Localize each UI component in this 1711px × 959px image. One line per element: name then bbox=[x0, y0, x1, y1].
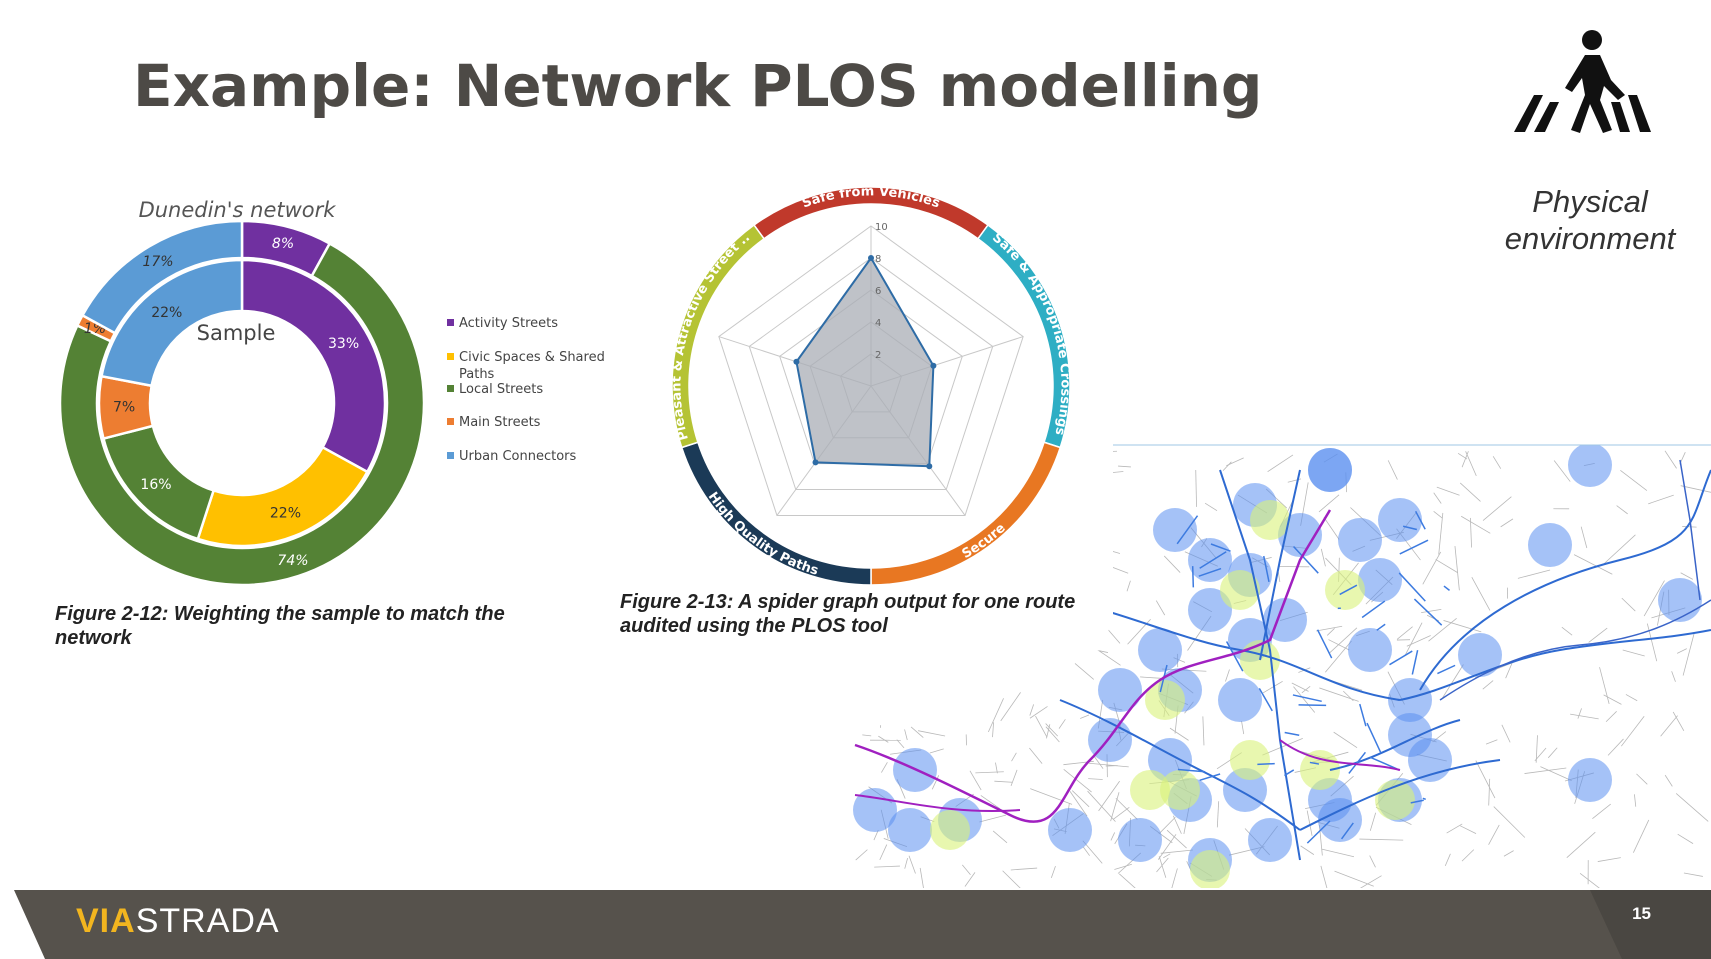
viastrada-logo: VIASTRADA bbox=[76, 902, 280, 940]
legend-item-0: Activity Streets bbox=[459, 316, 558, 331]
donut-center-label: Sample bbox=[197, 321, 276, 345]
legend-swatch-1 bbox=[447, 353, 454, 360]
legend-swatch-4 bbox=[447, 452, 454, 459]
donut-outer-segment-2 bbox=[58, 241, 426, 587]
legend-item-4: Urban Connectors bbox=[459, 449, 577, 464]
radar-point-1 bbox=[930, 362, 937, 369]
radar-tick-4: 4 bbox=[875, 318, 881, 329]
radar-tick-8: 8 bbox=[875, 254, 881, 265]
legend-swatch-0 bbox=[447, 319, 454, 326]
donut-inner-label-0: 33% bbox=[328, 336, 359, 352]
radar-tick-2: 2 bbox=[875, 350, 881, 361]
donut-title: Dunedin's network bbox=[139, 198, 337, 222]
donut-inner-label-1: 22% bbox=[270, 506, 301, 522]
donut-inner-label-4: 22% bbox=[151, 305, 182, 321]
figure-caption-2: Figure 2-13: A spider graph output for o… bbox=[620, 591, 1076, 637]
donut-outer-segment-4 bbox=[80, 219, 244, 335]
figure-caption-1: Figure 2-12: Weighting the sample to mat… bbox=[55, 603, 505, 649]
radar-tick-6: 6 bbox=[875, 286, 881, 297]
donut-outer-label-0: 8% bbox=[272, 236, 294, 252]
legend-item-3: Main Streets bbox=[459, 415, 541, 430]
radar-tick-10: 10 bbox=[875, 222, 888, 233]
donut-outer-label-4: 17% bbox=[142, 254, 173, 270]
radar-grid-5 bbox=[718, 225, 1024, 516]
radar-axis-band-4 bbox=[671, 223, 766, 449]
legend-swatch-3 bbox=[447, 418, 454, 425]
radar-data-area bbox=[795, 256, 935, 468]
page-number: 15 bbox=[1632, 904, 1651, 923]
legend-item-2: Local Streets bbox=[459, 382, 543, 397]
donut-outer-label-2: 74% bbox=[277, 553, 308, 569]
radar-point-0 bbox=[868, 255, 874, 261]
donut-inner-segment-0 bbox=[240, 258, 387, 474]
legend-item-1: Civic Spaces & Shared Paths bbox=[459, 350, 605, 382]
radar-point-3 bbox=[812, 459, 819, 466]
slide-title: Example: Network PLOS modelling bbox=[133, 52, 1263, 120]
legend-swatch-2 bbox=[447, 385, 454, 392]
radar-grid-4 bbox=[748, 257, 994, 491]
radar-point-4 bbox=[793, 358, 800, 365]
donut-inner-segment-4 bbox=[100, 258, 244, 388]
physical-environment-label: Physical environment bbox=[1504, 184, 1676, 256]
radar-point-2 bbox=[926, 463, 933, 470]
donut-inner-label-3: 7% bbox=[113, 400, 135, 416]
donut-inner-label-2: 16% bbox=[140, 477, 171, 493]
